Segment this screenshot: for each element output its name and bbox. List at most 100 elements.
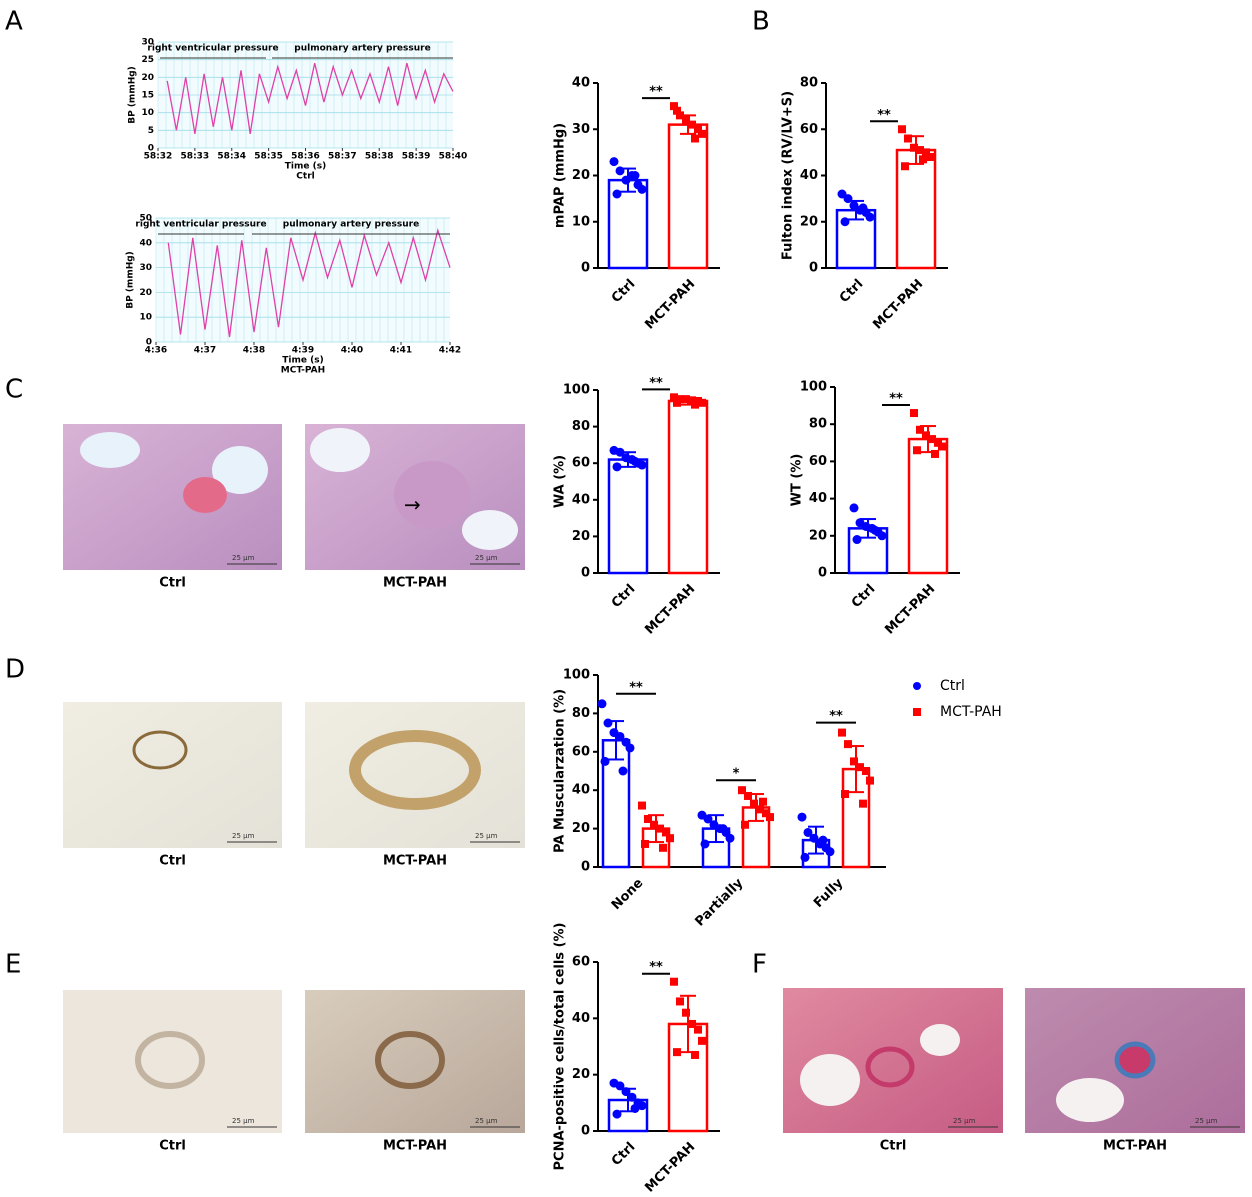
x-tick-label: 58:36: [291, 152, 320, 162]
data-point: [650, 820, 658, 829]
significance-label: **: [629, 680, 643, 695]
data-point: [659, 843, 667, 852]
data-point: [630, 456, 640, 466]
data-point: [931, 449, 939, 458]
bar: [667, 399, 709, 575]
data-point: [694, 125, 702, 134]
y-tick-label: 60: [809, 454, 827, 469]
data-point: [913, 446, 921, 455]
y-tick-label: 20: [572, 821, 590, 836]
data-point: [844, 740, 852, 749]
x-tick-label: 4:41: [390, 346, 412, 356]
bar: [907, 437, 949, 575]
panel-letter: A: [5, 7, 23, 37]
data-point: [718, 824, 728, 834]
panel-letter: B: [752, 7, 770, 37]
y-tick-label: 20: [572, 529, 590, 544]
scale-label: 25 μm: [232, 554, 255, 562]
y-tick-label: 5: [148, 126, 154, 136]
scale-label: 25 μm: [953, 1117, 976, 1125]
data-point: [662, 828, 670, 837]
y-tick-label: 0: [581, 566, 590, 581]
data-point: [759, 797, 767, 806]
panel-letter: C: [5, 375, 23, 405]
y-tick-label: 0: [809, 261, 818, 276]
x-tick-label: Fully: [811, 875, 847, 911]
data-point: [838, 728, 846, 737]
y-axis-title: Fulton index (RV/LV+S): [781, 91, 796, 260]
data-point: [852, 535, 862, 545]
arrow: →: [404, 493, 421, 517]
x-tick-label: Ctrl: [849, 582, 878, 611]
data-point: [818, 835, 828, 845]
data-point: [870, 525, 880, 535]
legend-label: Ctrl: [940, 678, 965, 694]
data-point: [803, 827, 813, 837]
data-point: [688, 120, 696, 129]
y-tick-label: 30: [139, 263, 152, 273]
data-point: [627, 1092, 637, 1102]
scale-label: 25 μm: [1195, 1117, 1218, 1125]
data-point: [641, 839, 649, 848]
y-tick-label: 40: [572, 1011, 590, 1026]
data-point: [656, 824, 664, 833]
image-caption: Ctrl: [159, 1139, 186, 1154]
data-point: [670, 977, 678, 986]
data-point: [865, 212, 875, 222]
data-point: [600, 756, 610, 766]
scale-label: 25 μm: [475, 832, 498, 840]
data-point: [840, 217, 850, 227]
y-tick-label: 20: [809, 528, 827, 543]
y-tick-label: 40: [139, 238, 152, 248]
significance-label: *: [733, 767, 740, 782]
x-tick-label: Partially: [692, 875, 746, 929]
data-point: [676, 997, 684, 1006]
x-tick-label: Ctrl: [837, 277, 866, 306]
data-point: [666, 834, 674, 843]
y-tick-label: 0: [818, 566, 827, 581]
data-point: [673, 398, 681, 407]
x-tick-label: 4:40: [341, 346, 363, 356]
y-tick-label: 40: [572, 492, 590, 507]
y-axis-title: BP (mmHg): [128, 66, 138, 124]
y-tick-label: 80: [809, 417, 827, 432]
x-tick-label: 4:37: [194, 346, 216, 356]
image-caption: MCT-PAH: [383, 576, 447, 591]
data-point: [916, 425, 924, 434]
data-point: [922, 431, 930, 440]
data-point: [682, 395, 690, 404]
significance-label: **: [877, 108, 891, 123]
data-point: [698, 129, 706, 138]
panel-letter: D: [5, 655, 25, 685]
scale-label: 25 μm: [475, 1117, 498, 1125]
image-caption: Ctrl: [159, 854, 186, 869]
data-point: [901, 162, 909, 171]
data-point: [916, 146, 924, 155]
data-point: [922, 148, 930, 157]
x-tick-label: 58:34: [217, 152, 246, 162]
y-tick-label: 40: [572, 76, 590, 91]
data-point: [700, 839, 710, 849]
y-axis-title: mPAP (mmHg): [553, 123, 568, 228]
y-tick-label: 20: [141, 73, 154, 83]
x-axis-title: Time (s): [282, 356, 323, 366]
scale-label: 25 μm: [475, 554, 498, 562]
data-point: [676, 111, 684, 120]
y-tick-label: 60: [572, 955, 590, 970]
y-tick-label: 0: [581, 1124, 590, 1139]
data-point: [638, 801, 646, 810]
image-caption: Ctrl: [159, 576, 186, 591]
data-point: [858, 203, 868, 213]
y-tick-label: 50: [139, 214, 152, 224]
x-tick-label: 4:39: [292, 346, 314, 356]
y-tick-label: 40: [572, 783, 590, 798]
data-point: [725, 833, 735, 843]
x-tick-label: 58:35: [254, 152, 283, 162]
image-caption: MCT-PAH: [1103, 1139, 1167, 1154]
x-tick-label: Ctrl: [609, 1140, 638, 1169]
y-tick-label: 60: [572, 744, 590, 759]
x-tick-label: MCT-PAH: [642, 1140, 698, 1193]
data-point: [630, 1103, 640, 1113]
data-point: [919, 155, 927, 164]
legend-marker: [913, 708, 921, 716]
